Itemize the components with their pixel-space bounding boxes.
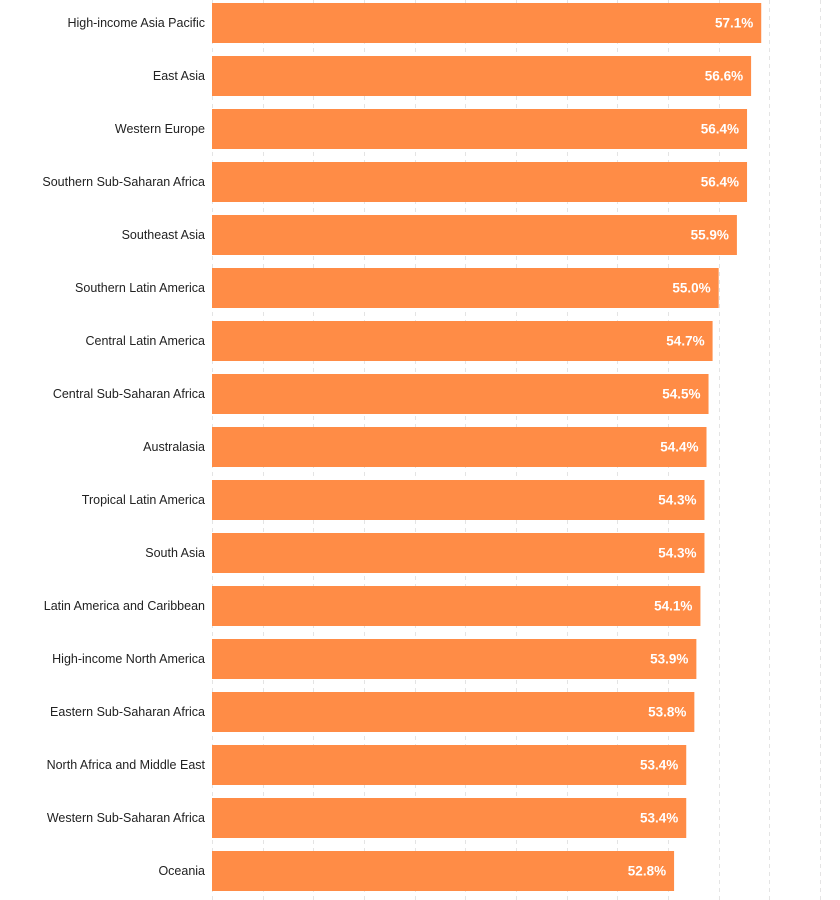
value-label: 53.4% bbox=[640, 811, 678, 826]
bar bbox=[212, 692, 695, 732]
value-label: 56.6% bbox=[705, 69, 743, 84]
category-label: Tropical Latin America bbox=[82, 493, 205, 507]
bar bbox=[212, 586, 701, 626]
bar bbox=[212, 321, 713, 361]
category-label: High-income Asia Pacific bbox=[67, 16, 205, 30]
value-label: 54.4% bbox=[660, 440, 698, 455]
category-label: East Asia bbox=[153, 69, 205, 83]
category-label: Southern Sub-Saharan Africa bbox=[42, 175, 205, 189]
bar bbox=[212, 480, 705, 520]
category-label: Latin America and Caribbean bbox=[44, 599, 205, 613]
category-label: Western Europe bbox=[115, 122, 205, 136]
bar bbox=[212, 745, 687, 785]
bar bbox=[212, 533, 705, 573]
value-label: 57.1% bbox=[715, 16, 753, 31]
category-label: Western Sub-Saharan Africa bbox=[47, 811, 205, 825]
bar bbox=[212, 109, 748, 149]
category-label: Eastern Sub-Saharan Africa bbox=[50, 705, 205, 719]
value-label: 53.8% bbox=[648, 705, 686, 720]
category-labels: High-income Asia Pacific East Asia Western… bbox=[42, 16, 205, 878]
value-label: 55.0% bbox=[672, 281, 710, 296]
bar bbox=[212, 639, 697, 679]
bar bbox=[212, 798, 687, 838]
bar bbox=[212, 427, 707, 467]
value-label: 54.7% bbox=[666, 334, 704, 349]
value-label: 52.8% bbox=[628, 864, 666, 879]
value-label: 54.3% bbox=[658, 493, 696, 508]
value-label: 54.1% bbox=[654, 599, 692, 614]
category-label: North Africa and Middle East bbox=[47, 758, 206, 772]
category-label: Australasia bbox=[143, 440, 205, 454]
bar bbox=[212, 374, 709, 414]
category-label: South Asia bbox=[145, 546, 205, 560]
category-label: Southern Latin America bbox=[75, 281, 205, 295]
bar bbox=[212, 56, 752, 96]
value-label: 55.9% bbox=[691, 228, 729, 243]
value-label: 53.9% bbox=[650, 652, 688, 667]
bar bbox=[212, 162, 748, 202]
category-label: Southeast Asia bbox=[122, 228, 205, 242]
bars bbox=[212, 3, 762, 891]
value-label: 56.4% bbox=[701, 175, 739, 190]
category-label: Central Sub-Saharan Africa bbox=[53, 387, 205, 401]
value-label: 54.5% bbox=[662, 387, 700, 402]
value-labels: 57.1% 56.6% 56.4% 56.4% 55.9% 55.0% 54.7% 54.5%… bbox=[628, 16, 753, 879]
category-label: Central Latin America bbox=[85, 334, 205, 348]
value-label: 53.4% bbox=[640, 758, 678, 773]
value-label: 56.4% bbox=[701, 122, 739, 137]
value-label: 54.3% bbox=[658, 546, 696, 561]
category-label: High-income North America bbox=[52, 652, 205, 666]
bar bbox=[212, 3, 762, 43]
bar bbox=[212, 851, 675, 891]
bar bbox=[212, 215, 737, 255]
category-label: Oceania bbox=[158, 864, 205, 878]
bar bbox=[212, 268, 719, 308]
